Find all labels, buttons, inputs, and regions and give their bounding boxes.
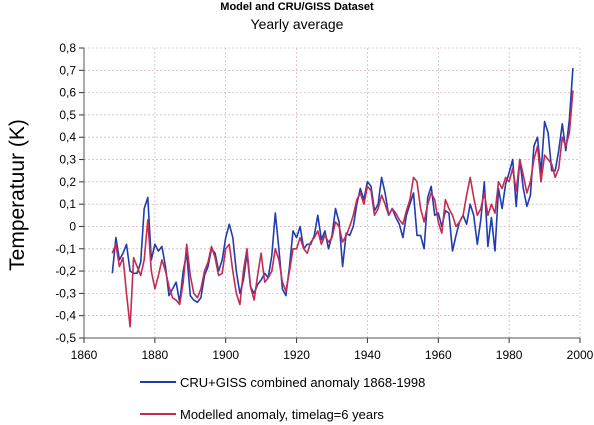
- y-tick-label: -0,3: [55, 286, 76, 300]
- legend-label-observed: CRU+GISS combined anomaly 1868-1998: [180, 374, 426, 390]
- y-tick-label: -0,1: [55, 242, 76, 256]
- x-tick-label: 1920: [283, 348, 310, 362]
- x-tick-label: 1860: [71, 348, 98, 362]
- y-tick-label: 0,2: [59, 175, 76, 189]
- legend-swatch-observed: [140, 381, 176, 383]
- y-tick-label: 0,4: [59, 130, 76, 144]
- x-tick-label: 1900: [212, 348, 239, 362]
- chart-title: Model and CRU/GISS Dataset: [220, 1, 374, 13]
- x-tick-label: 1940: [354, 348, 381, 362]
- x-tick-label: 2000: [567, 348, 594, 362]
- x-tick-label: 1980: [496, 348, 523, 362]
- legend-item-observed: CRU+GISS combined anomaly 1868-1998: [140, 372, 425, 392]
- legend-label-modelled: Modelled anomaly, timelag=6 years: [180, 406, 384, 422]
- y-tick-label: 0: [69, 219, 76, 233]
- y-tick-label: -0,4: [55, 309, 76, 323]
- x-tick-label: 1960: [425, 348, 452, 362]
- y-tick-label: 0,5: [59, 108, 76, 122]
- y-tick-label: 0,8: [59, 41, 76, 55]
- y-tick-label: 0,7: [59, 63, 76, 77]
- y-tick-label: 0,3: [59, 153, 76, 167]
- y-tick-label: -0,2: [55, 264, 76, 278]
- legend-item-modelled: Modelled anomaly, timelag=6 years: [140, 404, 384, 424]
- legend-swatch-modelled: [140, 413, 176, 415]
- y-tick-label: -0,5: [55, 331, 76, 345]
- series-line-modelled: [111, 90, 574, 328]
- y-tick-label: 0,6: [59, 86, 76, 100]
- series-line-observed: [111, 68, 574, 304]
- x-tick-label: 1880: [142, 348, 169, 362]
- chart-subtitle: Yearly average: [250, 16, 344, 32]
- y-tick-label: 0,1: [59, 197, 76, 211]
